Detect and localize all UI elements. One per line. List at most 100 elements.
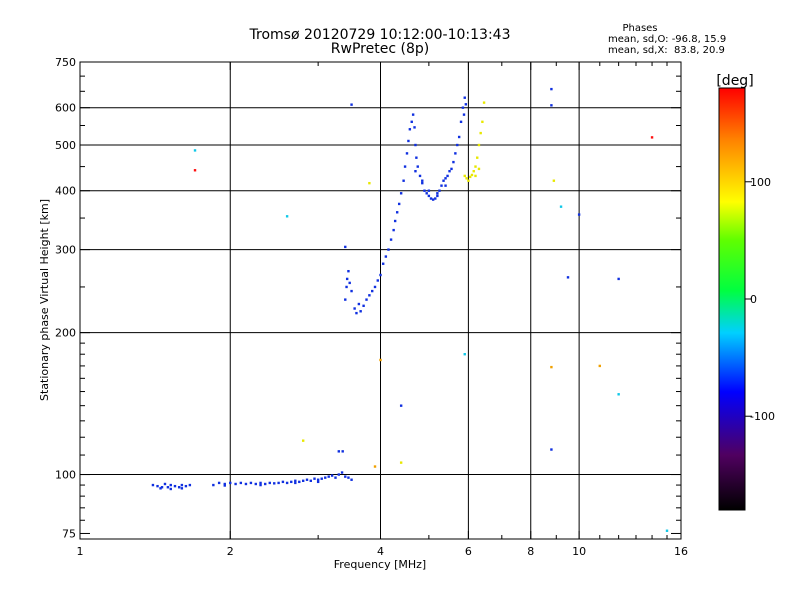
- echo-point: [450, 167, 453, 171]
- echo-point: [566, 276, 570, 279]
- echo-point: [474, 174, 477, 178]
- echo-point: [456, 143, 459, 147]
- colorbar-label: [deg]: [716, 73, 753, 89]
- echo-point: [373, 285, 377, 289]
- y-tick-label: 300: [55, 244, 76, 257]
- echo-point: [244, 482, 248, 486]
- echo-point: [180, 483, 184, 487]
- echo-point: [436, 192, 439, 195]
- echo-point: [477, 143, 481, 147]
- colorbar-ticks: 100 0 -100: [745, 176, 775, 423]
- echo-point: [234, 482, 237, 486]
- echo-point: [371, 289, 374, 293]
- echo-point: [294, 479, 297, 482]
- echo-point: [379, 273, 382, 277]
- echo-point: [463, 96, 466, 99]
- echo-point: [427, 194, 431, 198]
- stats-o-mode: mean, sd,O: -96.8, 15.9: [608, 34, 726, 45]
- echo-point: [617, 393, 620, 396]
- echo-point: [353, 307, 356, 310]
- x-tick-label: 4: [377, 545, 384, 558]
- echo-point: [403, 165, 407, 168]
- echo-point: [156, 484, 159, 488]
- echo-point: [550, 87, 553, 91]
- x-tick-label: 8: [527, 545, 534, 558]
- echo-point: [429, 197, 433, 200]
- plot-frame: [79, 61, 682, 540]
- echo-point: [423, 189, 426, 192]
- echo-point: [397, 202, 401, 206]
- echo-point: [355, 311, 358, 315]
- echo-point: [324, 476, 327, 479]
- echo-point: [365, 298, 368, 301]
- x-tick-label: 6: [465, 545, 472, 558]
- echo-point: [399, 192, 403, 195]
- chart-subtitle: RwPretec (8p): [331, 41, 429, 57]
- echo-point: [421, 181, 424, 185]
- echo-point: [160, 486, 164, 489]
- echo-point: [193, 149, 197, 152]
- chart-title: Tromsø 20120729 10:12:00-10:13:43: [249, 27, 511, 43]
- echo-point: [454, 152, 457, 155]
- echo-point: [552, 179, 556, 182]
- echo-point: [340, 471, 344, 474]
- echo-point: [320, 477, 323, 480]
- echo-point: [177, 486, 181, 489]
- x-tick-label: 10: [572, 545, 586, 558]
- echo-point: [341, 450, 344, 453]
- echo-point: [301, 439, 305, 442]
- echo-point: [650, 136, 654, 139]
- echo-point: [347, 269, 350, 273]
- echo-point: [476, 156, 479, 159]
- echo-point: [387, 248, 390, 251]
- stats-heading: Phases: [622, 23, 657, 34]
- echo-point: [294, 481, 297, 485]
- echo-point: [393, 219, 397, 223]
- echo-point: [277, 481, 280, 485]
- echo-point: [477, 167, 481, 171]
- echo-point: [344, 245, 347, 249]
- echo-point: [452, 160, 455, 164]
- echo-point: [427, 189, 431, 192]
- echo-point: [223, 484, 226, 487]
- echo-point: [290, 480, 293, 484]
- echo-point: [389, 238, 393, 241]
- echo-point: [472, 169, 475, 173]
- echo-point: [459, 120, 463, 124]
- echo-point: [550, 448, 553, 451]
- echo-point: [166, 486, 170, 489]
- x-tick-labels: 1 2 4 6 8 10 16: [77, 545, 689, 558]
- echo-point: [550, 365, 553, 369]
- echo-point: [467, 179, 470, 182]
- echo-point: [350, 289, 353, 293]
- echo-point: [180, 487, 184, 490]
- echo-point: [159, 487, 162, 490]
- echo-point: [357, 302, 361, 306]
- echo-point: [212, 483, 215, 487]
- echo-point: [461, 106, 465, 109]
- echo-point: [431, 198, 435, 201]
- echo-point: [368, 181, 371, 185]
- echo-point: [193, 169, 197, 172]
- echo-point: [376, 279, 379, 282]
- echo-point: [151, 483, 155, 487]
- echo-point: [425, 192, 428, 195]
- echo-point: [259, 483, 262, 487]
- echo-point: [316, 480, 320, 484]
- echo-point: [348, 281, 351, 285]
- echo-point: [482, 101, 486, 104]
- axis-ticks: [79, 61, 682, 539]
- x-tick-label: 16: [674, 545, 688, 558]
- echo-point: [418, 174, 422, 178]
- colorbar: [718, 87, 746, 511]
- x-axis-label: Frequency [MHz]: [334, 558, 426, 571]
- echo-point: [399, 461, 403, 464]
- echo-point: [362, 304, 365, 308]
- y-tick-label: 600: [55, 102, 76, 115]
- echo-point: [305, 478, 309, 481]
- y-tick-labels: 75 100 200 300 400 500 600 750: [55, 56, 76, 540]
- echo-point: [273, 482, 276, 485]
- echo-point: [405, 152, 409, 155]
- echo-point: [344, 298, 347, 301]
- echo-point: [444, 177, 447, 180]
